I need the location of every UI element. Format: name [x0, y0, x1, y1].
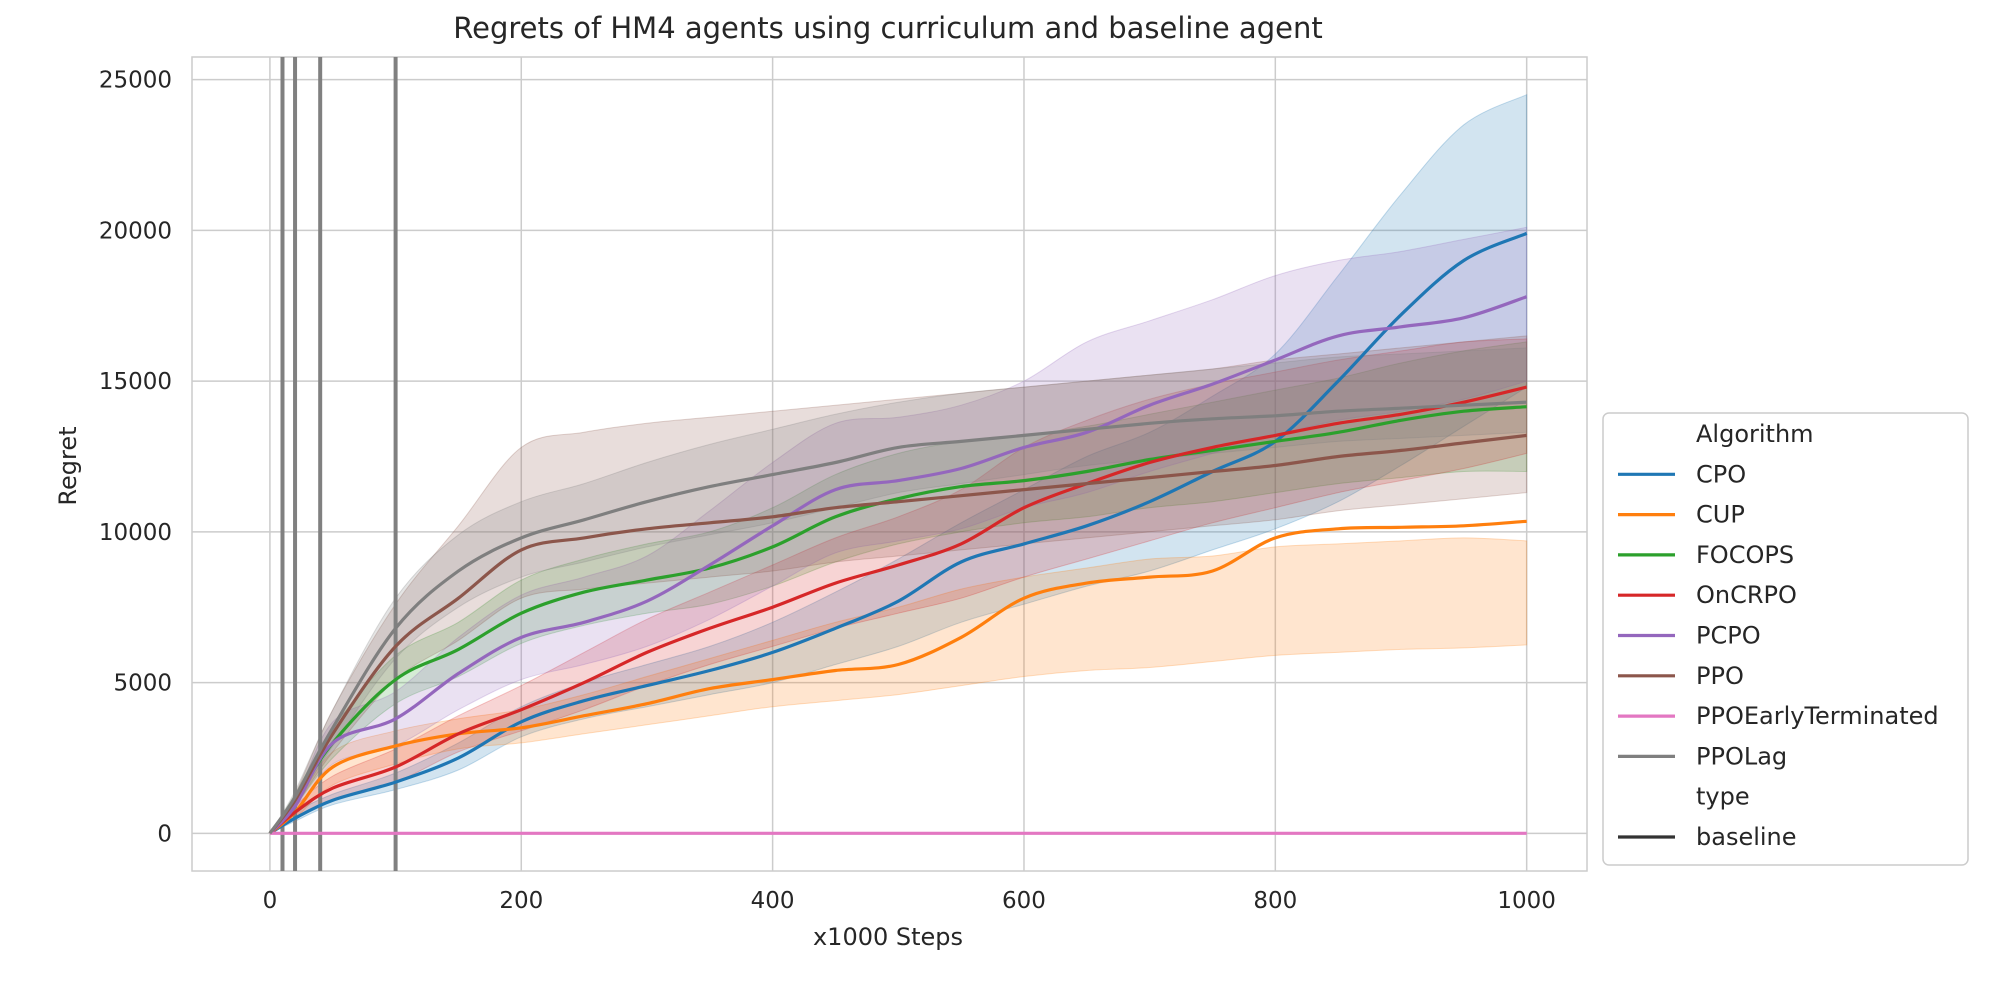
legend-label-ppo: PPO: [1696, 662, 1744, 690]
line-cpo: [269, 231, 1528, 835]
legend-section-title: type: [1696, 783, 1750, 811]
legend: Algorithm CPO CUP FOCOPS OnCRPO PCPO PPO PPOEar…: [1602, 412, 1969, 866]
line-oncrpo: [268, 385, 1528, 835]
y-axis-label: Regret: [54, 426, 82, 505]
curriculum-markers: [280, 57, 398, 871]
band-ppo: [269, 335, 1528, 834]
line-focops: [268, 405, 1527, 835]
line-cup: [268, 519, 1527, 835]
plot-area: [191, 56, 1588, 872]
band-ppolag: [269, 347, 1528, 834]
line-pcpo: [268, 295, 1528, 835]
x-tick-label: 200: [499, 888, 543, 914]
y-tick-label: 20000: [99, 218, 172, 244]
axis-ticks: 0 200 400 600 800 100005000100001500020000250…: [99, 68, 1556, 914]
legend-section-title: Algorithm: [1696, 420, 1814, 448]
y-tick-label: 0: [157, 821, 172, 847]
y-tick-label: 10000: [99, 520, 172, 546]
plot-frame: [191, 56, 1588, 872]
y-tick-label: 15000: [99, 369, 172, 395]
line-ppolag: [268, 400, 1527, 835]
legend-label-ppolag: PPOLag: [1696, 742, 1787, 770]
x-tick-label: 800: [1253, 888, 1297, 914]
band-pcpo: [269, 226, 1528, 834]
series-lines: [268, 231, 1528, 835]
x-axis-label: x1000 Steps: [813, 923, 963, 951]
x-tick-label: 600: [1002, 888, 1046, 914]
legend-label-pcpo: PCPO: [1696, 622, 1761, 650]
legend-box: [1602, 412, 1969, 866]
legend-label-cup: CUP: [1696, 501, 1745, 529]
chart-title: Regrets of HM4 agents using curriculum a…: [453, 11, 1322, 45]
y-tick-label: 25000: [99, 68, 172, 94]
x-tick-label: 400: [751, 888, 795, 914]
legend-label-baseline: baseline: [1696, 823, 1797, 851]
y-tick-label: 5000: [113, 671, 172, 697]
legend-label-focops: FOCOPS: [1696, 541, 1794, 569]
legend-label-ppoearlyterminated: PPOEarlyTerminated: [1696, 702, 1939, 730]
band-cup: [269, 537, 1528, 834]
legend-label-oncrpo: OnCRPO: [1696, 581, 1797, 609]
legend-label-cpo: CPO: [1696, 460, 1746, 488]
line-ppo: [268, 433, 1527, 835]
band-focops: [269, 341, 1528, 834]
x-tick-label: 1000: [1497, 888, 1556, 914]
x-tick-label: 0: [263, 888, 278, 914]
